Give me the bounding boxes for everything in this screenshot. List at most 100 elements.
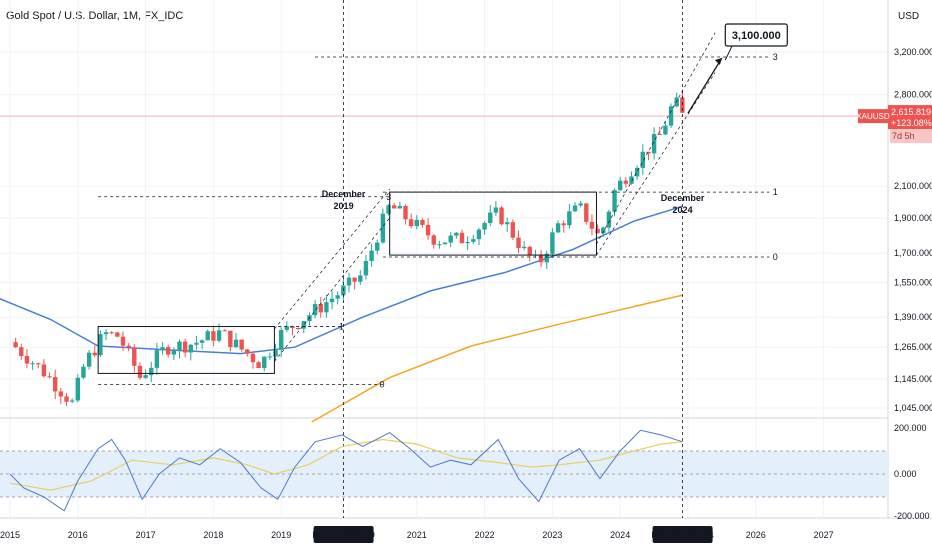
candle-body <box>442 242 448 245</box>
price-tag: XAUUSD 2,615.819+123.08% 7d 5h <box>856 105 932 144</box>
x-tick-label: 2017 <box>136 530 156 540</box>
oscillator-signal-line <box>9 438 683 491</box>
candle-body <box>335 295 340 299</box>
moving-average-blue <box>0 205 683 355</box>
candle-body <box>584 203 589 222</box>
candle-body <box>499 207 504 225</box>
x-tick-label: 2027 <box>814 530 834 540</box>
candle-body <box>448 235 453 243</box>
candle-body <box>267 356 273 358</box>
candle-body <box>109 332 114 334</box>
candle-body <box>233 339 239 348</box>
candle-body <box>19 347 24 356</box>
candle-body <box>211 331 216 341</box>
y-tick-label: 1,390.000 <box>894 312 932 322</box>
y-tick-label: 3,200.000 <box>894 47 932 57</box>
candle-body <box>572 205 578 212</box>
candle-body <box>589 221 595 229</box>
candle-body <box>30 363 35 365</box>
candle-body <box>250 353 256 363</box>
fib-label-0-2016: 0 <box>380 380 385 390</box>
candle-body <box>482 223 487 230</box>
candle-body <box>149 367 154 376</box>
x-tick-label: 2026 <box>746 530 766 540</box>
candle-body <box>301 321 306 329</box>
channel-2024-upper <box>596 32 716 245</box>
candle-body <box>629 176 634 184</box>
oscillator-band <box>0 450 888 498</box>
candle-body <box>471 239 476 242</box>
candle-body <box>228 330 233 348</box>
candle-body <box>663 125 668 135</box>
grid <box>0 0 932 519</box>
candle-body <box>454 232 459 236</box>
x-tick-label: Mon 02 Dec '19 <box>312 530 375 540</box>
candle-body <box>651 133 657 154</box>
candle-body <box>561 223 566 226</box>
target-callout-box <box>724 23 788 47</box>
candle-body <box>194 342 199 345</box>
candle-body <box>352 277 357 282</box>
label-december-2024-year: 2024 <box>673 205 693 215</box>
candle-body <box>222 330 227 332</box>
moving-average-orange <box>311 294 683 423</box>
candle-body <box>132 347 137 366</box>
candle-body <box>657 133 662 135</box>
fib-label-1-2024: 1 <box>773 187 778 197</box>
y-tick-label: 2,800.000 <box>894 89 932 99</box>
candle-body <box>177 341 182 351</box>
target-callout-label: 3,100.000 <box>732 30 781 42</box>
candle-body <box>120 336 126 346</box>
last-price-label: 2,615.819 <box>891 107 931 117</box>
channel-2019-lower <box>274 217 390 362</box>
label-december-2019-month: December <box>322 189 366 199</box>
candle-body <box>612 190 617 212</box>
candle-body <box>324 302 329 313</box>
symbol-tag-bg <box>858 109 888 124</box>
x-axis-labels: 2015 2016 2017 2018 2019 Mon 02 Dec '19 2021 20… <box>0 526 834 543</box>
candle-body <box>273 349 278 357</box>
fib-label-3-top: 3 <box>773 52 778 62</box>
last-price-tag-bg <box>888 105 932 130</box>
fib-box-2016 <box>97 326 275 374</box>
candle-body <box>646 151 651 154</box>
candle-body <box>279 329 284 350</box>
candle-body <box>567 211 572 226</box>
candle-body <box>465 241 470 244</box>
oscillator-main-line <box>9 429 683 512</box>
candle-body <box>674 97 679 107</box>
x-tick-label: 2021 <box>407 530 427 540</box>
candle-body <box>392 205 397 209</box>
target-arrow-head <box>714 58 722 66</box>
x-tick-label: 2024 <box>610 530 630 540</box>
candle-body <box>103 332 109 335</box>
candle-body <box>640 151 645 168</box>
candle-body <box>262 356 267 369</box>
target-arrow-shaft <box>687 57 723 114</box>
candle-body <box>47 376 52 378</box>
candle-body <box>510 222 516 238</box>
candle-body <box>182 341 188 353</box>
price-change-label: +123.08% <box>891 118 932 128</box>
candle-body <box>188 344 193 353</box>
candle-body <box>143 375 148 378</box>
x-tick-highlight <box>313 526 374 543</box>
candle-body <box>166 347 171 355</box>
candle-body <box>505 222 510 225</box>
candle-body <box>92 352 97 356</box>
candle-body <box>397 205 403 209</box>
symbol-tag-label: XAUUSD <box>856 112 890 121</box>
candle-body <box>606 211 612 228</box>
candle-body <box>618 180 623 191</box>
x-tick-label: 2022 <box>475 530 495 540</box>
candle-body <box>578 203 583 206</box>
candle-body <box>239 339 244 350</box>
candle-body <box>516 237 521 249</box>
candle-body <box>24 355 30 364</box>
channel-2019-upper <box>274 188 390 330</box>
y-tick-label: 2,100.000 <box>894 181 932 191</box>
candle-body <box>380 213 386 243</box>
oscillator-tick-label: 0.000 <box>894 469 917 479</box>
oscillator <box>9 429 683 512</box>
